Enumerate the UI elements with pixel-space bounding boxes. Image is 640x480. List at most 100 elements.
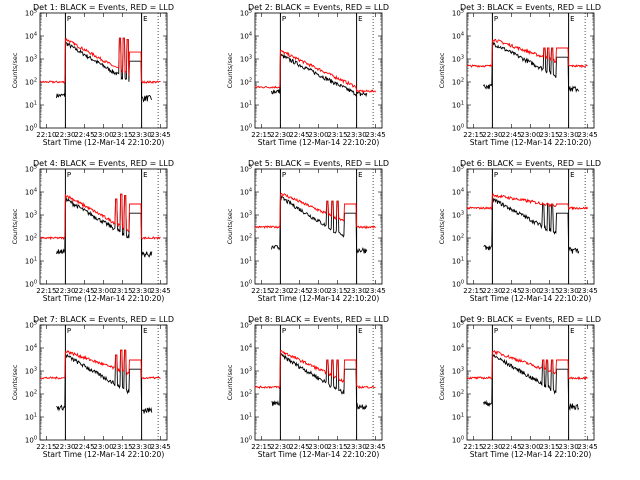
marker-label-e: E (358, 171, 362, 179)
panel-det-5: Det 5: BLACK = Events, RED = LLD 100 101 10… (226, 159, 389, 303)
y-tick-label: 101 (25, 101, 37, 110)
plot-frame (466, 12, 595, 129)
panel-title: Det 8: BLACK = Events, RED = LLD (248, 315, 389, 324)
x-tick-label: 22:15 (251, 287, 271, 295)
y-axis-label: Counts/sec (11, 364, 19, 400)
x-axis-label: Start Time (12-Mar-14 22:10:20) (258, 138, 380, 147)
marker-label-p: P (67, 15, 71, 23)
x-tick-label: 23:30 (347, 287, 367, 295)
x-tick-label: 23:45 (151, 131, 171, 139)
x-tick-label: 22:45 (289, 287, 309, 295)
y-tick-label: 102 (240, 234, 252, 243)
x-tick-label: 23:30 (347, 131, 367, 139)
panel-det-2: Det 2: BLACK = Events, RED = LLD 100 101 10… (226, 3, 389, 147)
x-tick-label: 23:30 (559, 287, 579, 295)
x-tick-label: 23:00 (520, 287, 540, 295)
marker-label-e: E (570, 15, 574, 23)
x-tick-label: 23:00 (308, 131, 328, 139)
y-axis-label: Counts/sec (11, 52, 19, 88)
marker-label-e: E (570, 327, 574, 335)
x-tick-label: 23:45 (366, 443, 386, 451)
y-tick-label: 103 (240, 55, 252, 64)
y-tick-label: 105 (452, 9, 464, 18)
series-lld-line (466, 349, 588, 381)
y-tick-label: 100 (25, 436, 37, 445)
x-tick-label: 23:30 (347, 443, 367, 451)
x-tick-label: 22:30 (55, 443, 75, 451)
x-tick-label: 23:15 (327, 131, 347, 139)
y-tick-label: 104 (452, 188, 464, 197)
series-lld-line (39, 37, 161, 85)
marker-label-e: E (143, 327, 147, 335)
panel-title: Det 4: BLACK = Events, RED = LLD (33, 159, 174, 168)
x-tick-label: 23:00 (520, 131, 540, 139)
x-tick-label: 23:00 (93, 287, 113, 295)
series-events-line (483, 195, 580, 254)
y-tick-label: 105 (240, 321, 252, 330)
panel-title: Det 3: BLACK = Events, RED = LLD (460, 3, 601, 12)
panel-title: Det 7: BLACK = Events, RED = LLD (33, 315, 174, 324)
y-tick-label: 101 (452, 257, 464, 266)
y-tick-label: 103 (452, 211, 464, 220)
plot-frame (254, 12, 383, 129)
y-axis-label: Counts/sec (438, 208, 446, 244)
y-axis-label: Counts/sec (438, 52, 446, 88)
x-tick-label: 23:45 (578, 287, 598, 295)
y-tick-label: 101 (240, 257, 252, 266)
series-lld-line (254, 50, 376, 93)
x-tick-label: 22:45 (289, 443, 309, 451)
marker-label-p: P (282, 171, 286, 179)
y-tick-label: 100 (452, 124, 464, 133)
y-tick-label: 102 (452, 78, 464, 87)
x-tick-label: 23:30 (132, 287, 152, 295)
marker-label-e: E (143, 15, 147, 23)
y-tick-label: 103 (25, 55, 37, 64)
y-tick-label: 101 (452, 101, 464, 110)
y-tick-label: 105 (452, 321, 464, 330)
y-tick-label: 105 (240, 9, 252, 18)
y-tick-label: 101 (25, 413, 37, 422)
series-lld-line (254, 349, 376, 390)
y-tick-label: 104 (240, 344, 252, 353)
x-tick-label: 22:15 (463, 287, 483, 295)
x-tick-label: 22:45 (289, 131, 309, 139)
x-tick-label: 22:30 (270, 131, 290, 139)
x-axis-label: Start Time (12-Mar-14 22:10:20) (258, 450, 380, 459)
series-lld-line (466, 193, 589, 211)
y-axis-label: Counts/sec (226, 208, 234, 244)
panel-title: Det 5: BLACK = Events, RED = LLD (248, 159, 389, 168)
y-tick-label: 101 (25, 257, 37, 266)
y-tick-label: 101 (240, 101, 252, 110)
x-tick-label: 23:15 (112, 443, 132, 451)
x-tick-label: 23:15 (112, 131, 132, 139)
x-tick-label: 22:30 (482, 131, 502, 139)
y-tick-label: 103 (25, 367, 37, 376)
x-tick-label: 22:30 (270, 287, 290, 295)
y-tick-label: 100 (452, 280, 464, 289)
y-axis-label: Counts/sec (226, 364, 234, 400)
y-tick-label: 102 (240, 78, 252, 87)
x-tick-label: 22:15 (251, 443, 271, 451)
y-tick-label: 105 (25, 9, 37, 18)
marker-label-p: P (67, 327, 71, 335)
series-lld-line (39, 349, 161, 380)
y-tick-label: 105 (452, 165, 464, 174)
x-tick-label: 23:15 (539, 443, 559, 451)
x-tick-label: 23:15 (112, 287, 132, 295)
x-tick-label: 22:10 (36, 131, 56, 139)
series-events-line (483, 353, 580, 411)
plot-frame (254, 324, 383, 441)
y-tick-label: 105 (240, 165, 252, 174)
series-events-line (56, 193, 153, 258)
x-tick-label: 23:45 (366, 131, 386, 139)
x-tick-label: 22:30 (270, 443, 290, 451)
x-tick-label: 22:45 (74, 131, 94, 139)
y-tick-label: 100 (25, 124, 37, 133)
x-tick-label: 22:15 (463, 131, 483, 139)
x-tick-label: 23:45 (578, 443, 598, 451)
x-tick-label: 23:00 (520, 443, 540, 451)
x-axis-label: Start Time (12-Mar-14 22:10:20) (470, 450, 592, 459)
y-tick-label: 104 (25, 344, 37, 353)
marker-label-p: P (494, 171, 498, 179)
